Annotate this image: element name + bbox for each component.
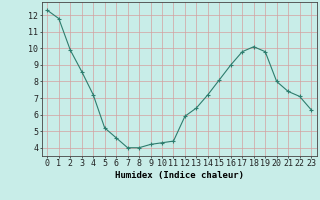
X-axis label: Humidex (Indice chaleur): Humidex (Indice chaleur) [115,171,244,180]
